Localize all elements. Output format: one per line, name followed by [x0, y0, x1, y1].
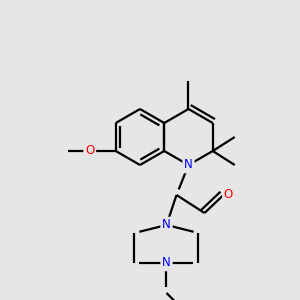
Text: N: N — [162, 256, 171, 269]
Text: O: O — [85, 145, 94, 158]
Text: N: N — [184, 158, 193, 172]
Text: O: O — [224, 188, 233, 202]
Text: N: N — [162, 218, 171, 232]
